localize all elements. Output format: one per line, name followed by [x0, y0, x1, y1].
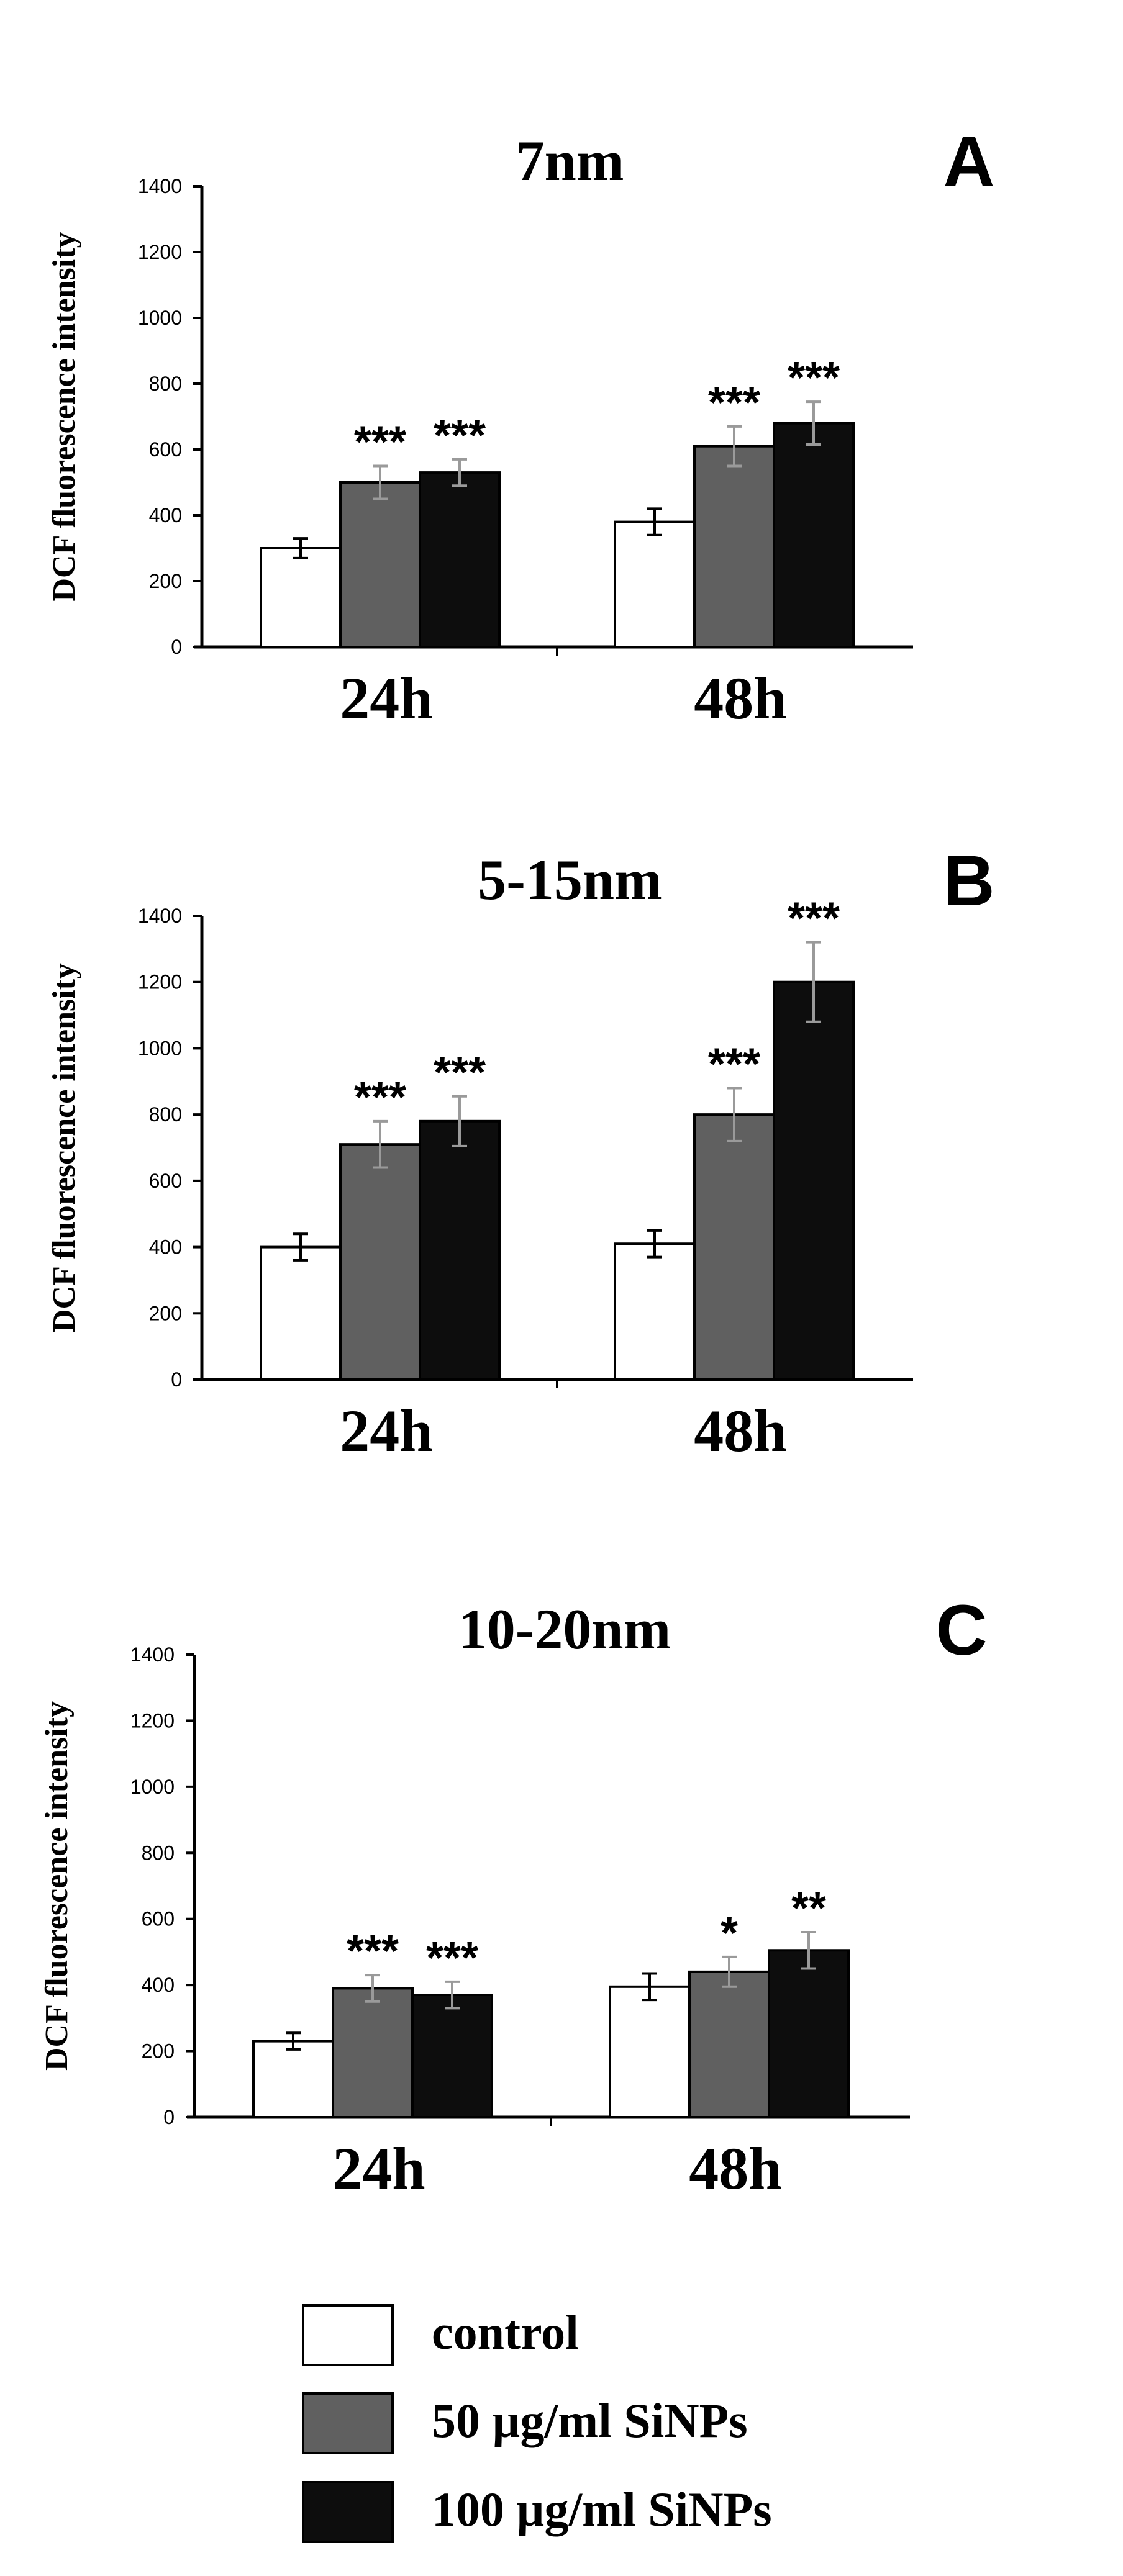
- y-tick-label: 1000: [138, 307, 182, 329]
- y-tick-label: 400: [142, 1974, 175, 1996]
- panel-letter: A: [943, 122, 994, 202]
- y-tick-label: 800: [142, 1842, 175, 1864]
- legend-label: control: [432, 2305, 579, 2359]
- panel-letter: B: [943, 841, 994, 921]
- bar: [411, 1994, 493, 2119]
- bar: [339, 1143, 421, 1381]
- chart-panel-b: 5-15nm B DCF fluorescence intensity 0 200 400…: [47, 841, 995, 1464]
- y-tick-label: 1200: [130, 1709, 175, 1732]
- y-tick-label: 1400: [130, 1643, 175, 1666]
- significance-label: **: [791, 1884, 826, 1933]
- y-axis-label: DCF fluorescence intensity: [47, 963, 82, 1332]
- y-tick-label: 1400: [138, 905, 182, 927]
- significance-label: ***: [788, 353, 840, 403]
- significance-label: *: [721, 1909, 738, 1958]
- legend-item: control: [302, 2304, 579, 2366]
- legend-label: 50 µg/ml SiNPs: [432, 2393, 748, 2447]
- y-tick-label: 1200: [138, 971, 182, 993]
- bar: [252, 2040, 334, 2119]
- y-tick-label: 200: [142, 2040, 175, 2063]
- bar: [614, 520, 696, 648]
- y-tick-label: 400: [149, 1236, 182, 1259]
- significance-label: ***: [788, 894, 840, 944]
- bar: [332, 1987, 414, 2119]
- bar: [688, 1970, 770, 2119]
- chart-title: 10-20nm: [458, 1598, 671, 1661]
- bar: [773, 422, 855, 648]
- bar: [693, 1113, 775, 1381]
- significance-label: ***: [354, 418, 406, 468]
- bar: [609, 1985, 691, 2118]
- legend-item: 100 µg/ml SiNPs: [302, 2481, 772, 2543]
- y-axis-label: DCF fluorescence intensity: [47, 232, 82, 601]
- y-tick-label: 200: [149, 570, 182, 592]
- y-tick-label: 600: [149, 1170, 182, 1192]
- y-tick-label: 600: [149, 438, 182, 461]
- y-tick-label: 200: [149, 1302, 182, 1324]
- bar: [260, 1245, 342, 1381]
- y-tick-label: 0: [171, 636, 182, 658]
- y-axis-label: DCF fluorescence intensity: [39, 1701, 75, 2071]
- bar: [768, 1949, 850, 2118]
- bar: [419, 471, 501, 648]
- x-tick-label: 48h: [694, 1398, 786, 1464]
- legend-swatch: [302, 2392, 394, 2454]
- y-tick-label: 600: [142, 1908, 175, 1930]
- bar: [614, 1242, 696, 1381]
- x-tick-label: 24h: [332, 2135, 425, 2202]
- significance-label: ***: [434, 1048, 486, 1098]
- bar: [773, 980, 855, 1381]
- significance-label: ***: [426, 1933, 478, 1983]
- y-tick-label: 800: [149, 1103, 182, 1126]
- x-tick-label: 48h: [689, 2135, 781, 2202]
- bar: [339, 481, 421, 648]
- legend: control 50 µg/ml SiNPs 100 µg/ml SiNPs: [302, 2304, 772, 2543]
- chart-panels: 7nm A DCF fluorescence intensity 0 200 400 600…: [39, 122, 995, 2202]
- x-tick-label: 24h: [340, 1398, 432, 1464]
- significance-label: ***: [708, 1039, 760, 1089]
- chart-title: 7nm: [516, 129, 624, 192]
- y-tick-label: 1400: [138, 175, 182, 197]
- y-tick-label: 0: [171, 1368, 182, 1391]
- y-tick-label: 400: [149, 504, 182, 526]
- y-tick-label: 800: [149, 373, 182, 395]
- significance-label: ***: [708, 378, 760, 428]
- significance-label: ***: [347, 1927, 399, 1976]
- x-tick-label: 24h: [340, 665, 432, 731]
- bar: [260, 547, 342, 648]
- y-tick-label: 1000: [138, 1037, 182, 1059]
- legend-item: 50 µg/ml SiNPs: [302, 2392, 748, 2454]
- y-tick-label: 0: [163, 2106, 175, 2128]
- x-tick-label: 48h: [694, 665, 786, 731]
- y-tick-label: 1000: [130, 1776, 175, 1798]
- chart-title: 5-15nm: [478, 848, 662, 911]
- panel-letter: C: [935, 1591, 987, 1670]
- legend-swatch: [302, 2481, 394, 2543]
- significance-label: ***: [354, 1073, 406, 1123]
- significance-label: ***: [434, 411, 486, 461]
- bar: [419, 1119, 501, 1381]
- y-tick-label: 1200: [138, 241, 182, 263]
- chart-panel-a: 7nm A DCF fluorescence intensity 0 200 400 600…: [47, 122, 995, 731]
- legend-swatch: [302, 2304, 394, 2366]
- bar: [693, 445, 775, 648]
- chart-panel-c: 10-20nm C DCF fluorescence intensity 0 200 40…: [39, 1591, 988, 2202]
- legend-label: 100 µg/ml SiNPs: [432, 2482, 772, 2536]
